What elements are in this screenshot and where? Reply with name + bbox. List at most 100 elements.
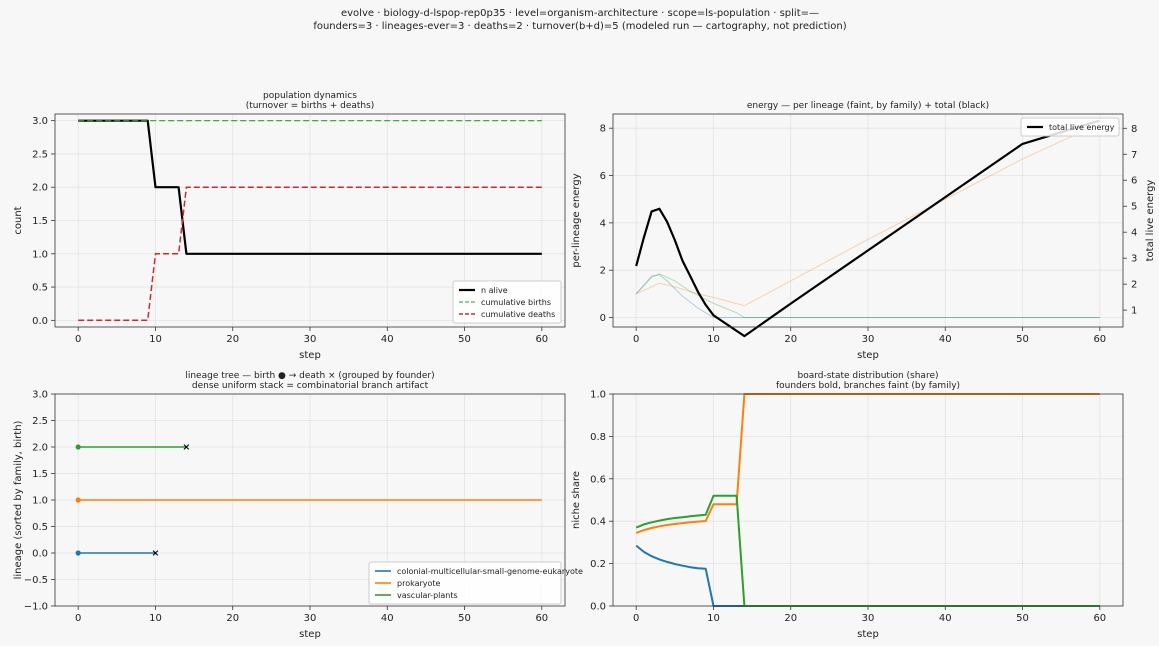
x-tick-label: 50	[458, 613, 471, 624]
y-tick-label: 2.5	[32, 416, 48, 427]
y-tick-label: 1.0	[32, 496, 48, 507]
x-tick-label: 30	[862, 613, 875, 624]
y-tick-label: 0.0	[32, 316, 48, 327]
y-tick-label: −0.5	[24, 575, 48, 586]
x-tick-label: 40	[381, 613, 394, 624]
x-tick-label: 20	[784, 613, 797, 624]
y-right-tick-label: 2	[1131, 280, 1137, 291]
x-tick-label: 10	[707, 613, 720, 624]
x-tick-label: 10	[149, 334, 162, 345]
legend-label: vascular-plants	[397, 591, 458, 600]
y-right-tick-label: 5	[1131, 202, 1137, 213]
lineage-energy-line-colonial-multicellular-small-genome-eukaryote	[635, 274, 1100, 318]
legend-frame	[1020, 117, 1120, 137]
x-tick-label: 60	[535, 613, 548, 624]
y-tick-label: 3.0	[32, 116, 48, 127]
x-tick-label: 10	[149, 613, 162, 624]
y-tick-label: 1.5	[32, 216, 48, 227]
chart-title: energy — per lineage (faint, by family) …	[747, 101, 989, 111]
y-right-tick-label: 8	[1131, 124, 1137, 135]
legend-label: colonial-multicellular-small-genome-euka…	[397, 567, 583, 576]
plot-frame	[54, 393, 566, 607]
legend: colonial-multicellular-small-genome-euka…	[368, 561, 583, 605]
cross-stroke	[152, 550, 159, 556]
y-tick-label: 2.5	[32, 149, 48, 160]
y-right-tick-label: 1	[1131, 306, 1137, 317]
y-tick-label: 0.2	[590, 559, 606, 570]
x-tick-label: 50	[1016, 613, 1029, 624]
x-tick-label: 20	[784, 334, 797, 345]
chart-niche-share: 0 10 20 30 40 50 60 0.0 0.2 0.4 0.6 0.8 1.0 step niche…	[571, 371, 1124, 640]
y-tick-label: 2.0	[32, 443, 48, 454]
y-right-tick-label: 6	[1131, 176, 1137, 187]
legend-label: cumulative deaths	[481, 310, 555, 319]
plot-frame	[612, 113, 1124, 328]
y-tick-label: 4	[600, 218, 606, 229]
x-tick-label: 20	[226, 613, 239, 624]
chart-title: population dynamics	[263, 91, 357, 101]
y-right-tick-label: 7	[1131, 150, 1137, 161]
y-tick-label: 6	[600, 171, 606, 182]
x-tick-label: 60	[535, 334, 548, 345]
chart-lineage-tree: 0 10 20 30 40 50 60 −1.0 −0.5 0.0 0.5 1.0 1.5 2.0 2.5 3…	[13, 371, 583, 640]
x-tick-label: 50	[458, 334, 471, 345]
lineage-birth-dot	[75, 444, 81, 450]
legend: n alive cumulative births cumulative death…	[452, 280, 562, 324]
x-tick-label: 50	[1016, 334, 1029, 345]
x-tick-label: 40	[381, 334, 394, 345]
y-right-tick-label: 4	[1131, 228, 1137, 239]
chart-title: lineage tree — birth ● → death × (groupe…	[185, 371, 434, 381]
niche-share-line-vascular-plants	[635, 494, 1100, 607]
total-live-energy-line	[635, 119, 1101, 338]
legend-label: cumulative births	[481, 298, 551, 307]
x-axis-label: step	[857, 350, 879, 361]
series-line-cumulative-deaths	[78, 186, 542, 322]
y-tick-label: 1.5	[32, 469, 48, 480]
y-right-axis-label: total live energy	[1145, 180, 1156, 262]
figure-suptitle-line1: evolve · biology-d-lspop-rep0p35 · level…	[341, 8, 819, 19]
x-tick-label: 0	[75, 613, 81, 624]
lineage-death-cross	[152, 550, 159, 556]
chart-subtitle: dense uniform stack = combinatorial bran…	[192, 381, 429, 391]
cross-stroke	[183, 444, 190, 450]
x-tick-label: 40	[939, 613, 952, 624]
figure-suptitle-line2: founders=3 · lineages-ever=3 · deaths=2 …	[313, 21, 846, 32]
y-tick-label: 0.6	[590, 474, 606, 485]
niche-share-line-colonial-multicellular-small-genome-eukaryote	[635, 544, 1100, 607]
legend-frame	[368, 561, 562, 605]
lineage-energy-line-vascular-plants	[635, 273, 1100, 318]
y-tick-label: 0.8	[590, 432, 606, 443]
x-axis-label: step	[299, 350, 321, 361]
y-tick-label: 3.0	[32, 390, 48, 401]
y-tick-label: 2	[600, 266, 606, 277]
legend-label: prokaryote	[397, 579, 441, 588]
plot-frame	[54, 113, 566, 328]
y-tick-label: 1.0	[590, 390, 606, 401]
y-tick-label: 2.0	[32, 183, 48, 194]
x-tick-label: 0	[633, 334, 639, 345]
x-tick-label: 60	[1093, 334, 1106, 345]
y-axis-label: per-lineage energy	[571, 173, 582, 267]
x-tick-label: 20	[226, 334, 239, 345]
x-axis-label: step	[299, 629, 321, 640]
y-right-tick-label: 3	[1131, 254, 1137, 265]
y-tick-label: 0.5	[32, 283, 48, 294]
y-tick-label: 0.4	[590, 517, 606, 528]
lineage-birth-dot	[75, 550, 81, 556]
lineage-energy-line-prokaryote	[636, 123, 1100, 307]
y-tick-label: 0	[600, 313, 606, 324]
y-tick-label: 1.0	[32, 249, 48, 260]
legend-frame	[452, 280, 562, 324]
y-axis-label: lineage (sorted by family, birth)	[13, 420, 24, 579]
plot-frame	[612, 393, 1124, 607]
x-tick-label: 60	[1093, 613, 1106, 624]
y-tick-label: 0.0	[32, 549, 48, 560]
x-tick-label: 10	[707, 334, 720, 345]
x-axis-label: step	[857, 629, 879, 640]
y-axis-label: niche share	[571, 471, 582, 529]
x-tick-label: 0	[633, 613, 639, 624]
y-tick-label: 8	[600, 124, 606, 135]
chart-title: board-state distribution (share)	[797, 371, 938, 381]
y-tick-label: 0.0	[590, 602, 606, 613]
